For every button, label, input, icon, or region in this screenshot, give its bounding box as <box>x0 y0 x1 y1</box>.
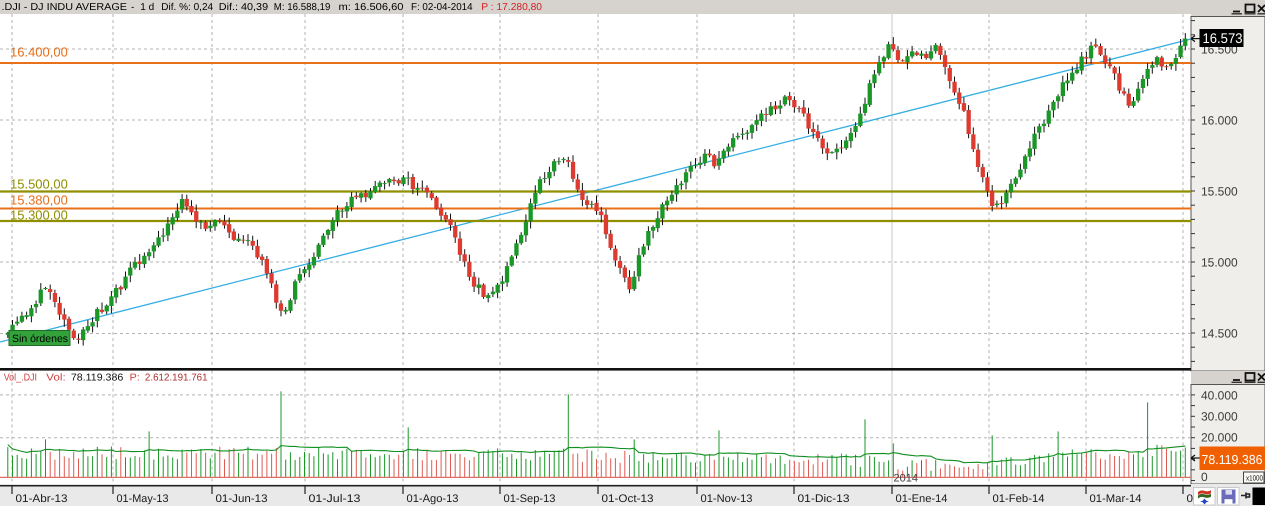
svg-text:Dif. %: 0,24: Dif. %: 0,24 <box>161 2 213 13</box>
svg-text:01-Ago-13: 01-Ago-13 <box>407 493 459 505</box>
svg-text:15.000: 15.000 <box>1201 256 1238 270</box>
svg-text:15.380,00: 15.380,00 <box>10 193 68 208</box>
svg-text:Dif.: 40,39: Dif.: 40,39 <box>219 2 269 13</box>
svg-text:01-Dic-13: 01-Dic-13 <box>798 493 850 505</box>
svg-text:2014: 2014 <box>894 473 918 485</box>
svg-text:P : 17.280,80: P : 17.280,80 <box>481 2 542 13</box>
svg-text:78.119.386: 78.119.386 <box>71 373 124 384</box>
svg-text:01-Ene-14: 01-Ene-14 <box>896 493 948 505</box>
svg-text:01-Oct-13: 01-Oct-13 <box>602 493 654 505</box>
svg-text:m: 16.506,60: m: 16.506,60 <box>339 2 404 13</box>
svg-text:01-May-13: 01-May-13 <box>117 493 169 505</box>
svg-text:0: 0 <box>1201 470 1208 484</box>
svg-text:01-Jul-13: 01-Jul-13 <box>309 493 361 505</box>
svg-text:Sin órdenes: Sin órdenes <box>12 333 68 345</box>
svg-text:15.500: 15.500 <box>1201 185 1238 199</box>
svg-text:01-Abr-14: 01-Abr-14 <box>1187 493 1239 505</box>
svg-text:01-Jun-13: 01-Jun-13 <box>216 493 268 505</box>
svg-text:01-Feb-14: 01-Feb-14 <box>993 493 1045 505</box>
svg-text:01-Mar-14: 01-Mar-14 <box>1090 493 1142 505</box>
svg-text:16.400,00: 16.400,00 <box>10 45 68 60</box>
svg-text:d: d <box>149 2 155 13</box>
svg-text:14.500: 14.500 <box>1201 327 1238 341</box>
svg-text:01-Abr-13: 01-Abr-13 <box>16 493 68 505</box>
svg-text:Vol:: Vol: <box>46 373 66 384</box>
svg-text:15.500,00: 15.500,00 <box>10 176 68 191</box>
svg-text:16.000: 16.000 <box>1201 114 1238 128</box>
svg-text:F: 02-04-2014: F: 02-04-2014 <box>411 2 473 13</box>
svg-text:01-Nov-13: 01-Nov-13 <box>701 493 753 505</box>
svg-text:78.119.386: 78.119.386 <box>1202 452 1263 467</box>
svg-text:20.000: 20.000 <box>1201 431 1238 445</box>
svg-text:M: 16.588,19: M: 16.588,19 <box>274 2 331 13</box>
svg-text:30.000: 30.000 <box>1201 409 1238 423</box>
svg-text:01-Sep-13: 01-Sep-13 <box>504 493 556 505</box>
svg-text:P:: P: <box>130 373 140 384</box>
svg-text:x1000: x1000 <box>1246 473 1263 482</box>
svg-text:15.300,00: 15.300,00 <box>10 207 68 222</box>
svg-text:.DJI - DJ INDU AVERAGE: .DJI - DJ INDU AVERAGE <box>2 2 128 13</box>
svg-text:2.612.191.761: 2.612.191.761 <box>145 373 208 384</box>
svg-text:1: 1 <box>140 2 146 13</box>
svg-text:16.573: 16.573 <box>1203 30 1243 46</box>
svg-text:40.000: 40.000 <box>1201 389 1238 403</box>
svg-text:Vol_.DJI: Vol_.DJI <box>4 373 37 384</box>
svg-text:-: - <box>131 2 134 13</box>
